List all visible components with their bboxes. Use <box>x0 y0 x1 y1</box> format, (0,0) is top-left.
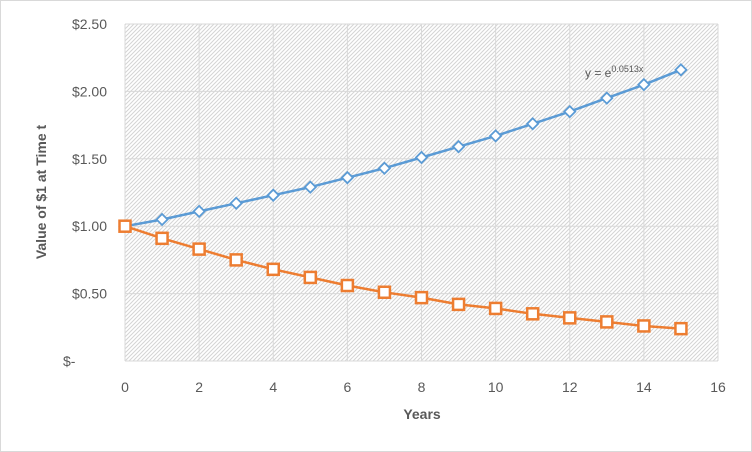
series-2-point <box>451 297 466 312</box>
x-tick-label: 14 <box>636 379 652 395</box>
series-1-point <box>600 91 614 105</box>
x-tick-label: 6 <box>343 379 351 395</box>
series-1-point <box>266 188 281 202</box>
y-axis-title: Value of $1 at Time t <box>33 124 49 259</box>
series-1-point <box>155 212 169 227</box>
x-tick-label: 2 <box>195 379 203 395</box>
x-tick-label: 16 <box>710 379 726 395</box>
trendline-equation-exponent: 0.0513x <box>611 64 644 74</box>
y-tick-label: $2.00 <box>72 83 107 99</box>
series-1-point <box>637 77 651 92</box>
series-2-point <box>118 219 132 233</box>
x-axis-title: Years <box>403 406 441 422</box>
series-2-point <box>414 290 429 305</box>
series-1-point <box>674 63 688 77</box>
series-2-point <box>674 321 688 336</box>
y-tick-label: $2.50 <box>72 16 107 32</box>
series-2-point <box>192 242 206 256</box>
y-tick-label: $1.00 <box>72 218 107 234</box>
series-2-point <box>155 231 169 246</box>
series-2-point <box>340 278 355 293</box>
series-2-point <box>563 311 577 325</box>
x-tick-label: 10 <box>488 379 504 395</box>
series-2-point <box>488 301 503 316</box>
y-tick-label: $- <box>63 353 76 369</box>
y-tick-label: $0.50 <box>72 286 107 302</box>
series-2-point <box>303 270 318 285</box>
series-2-point <box>266 262 280 277</box>
series-1-point <box>451 139 466 154</box>
trendline-equation: y = e0.0513x <box>585 64 644 80</box>
series-1-point <box>340 170 355 185</box>
series-1-line <box>124 68 682 228</box>
series-1-point <box>525 116 540 131</box>
x-tick-label: 4 <box>269 379 277 395</box>
series-1-point <box>303 180 318 194</box>
series-2-point <box>377 285 392 300</box>
series-2-point <box>637 319 651 333</box>
tick-labels: 0 2 4 6 8 10 12 14 16 $- $0.50 $1.00 $1.50 $2.00 $2.50 <box>63 16 726 395</box>
series-2-line <box>124 225 681 330</box>
series-layer <box>118 63 688 336</box>
series-1-point <box>488 129 503 143</box>
series-1-point <box>192 204 206 219</box>
series-1-point <box>229 196 243 211</box>
series-2-point <box>229 253 243 267</box>
y-tick-label: $1.50 <box>72 151 107 167</box>
series-2-point <box>600 315 614 329</box>
x-tick-label: 12 <box>562 379 578 395</box>
trendline-equation-base: y = e <box>585 66 612 80</box>
series-1-point <box>377 161 392 176</box>
series-1-point <box>414 150 429 165</box>
series-1-point <box>562 104 577 119</box>
x-tick-label: 0 <box>121 379 129 395</box>
x-tick-label: 8 <box>418 379 426 395</box>
series-2-point <box>525 307 540 321</box>
